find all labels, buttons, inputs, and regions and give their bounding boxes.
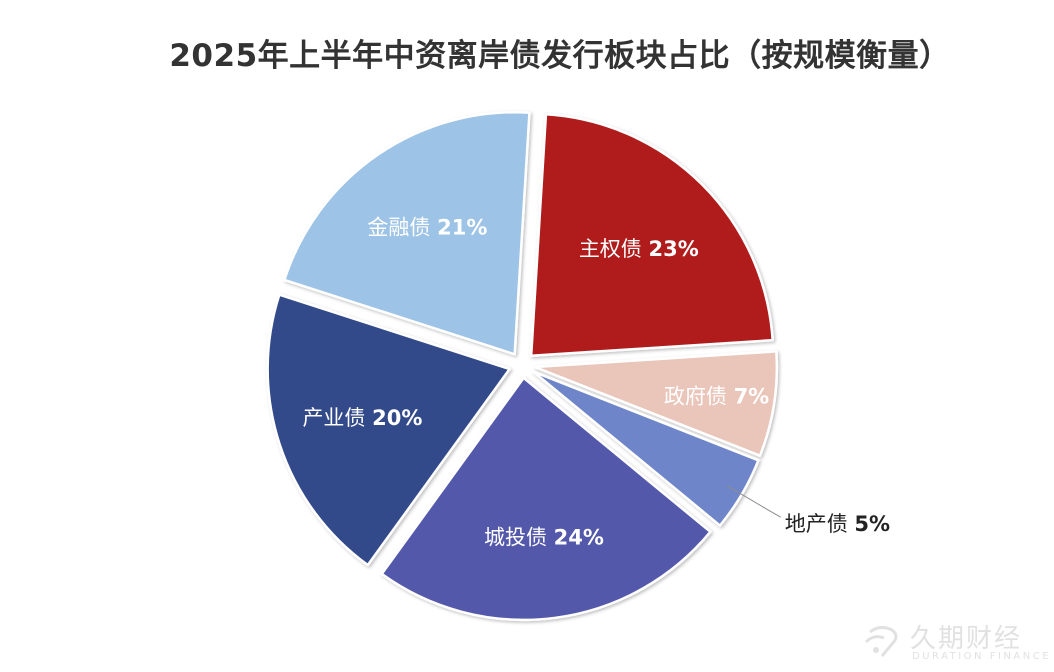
pie-label-1: 主权债 23% (579, 237, 699, 261)
pie-label-value: 5% (854, 512, 890, 536)
watermark-text-cn: 久期财经 (910, 624, 1023, 654)
pie-slices (266, 111, 779, 622)
pie-label-value: 21% (437, 215, 487, 239)
pie-label-value: 7% (734, 384, 770, 408)
pie-label-4: 城投债 24% (484, 525, 604, 549)
duration-finance-logo-icon (864, 625, 898, 657)
pie-label-value: 24% (554, 525, 604, 549)
watermark: 久期财经 DURATION FINANCE (856, 618, 1049, 668)
pie-label-name: 产业债 (302, 406, 372, 430)
pie-leader-lines (726, 485, 781, 518)
pie-slice-1 (529, 112, 774, 358)
pie-label-name: 地产债 (785, 512, 855, 536)
watermark-text-en: DURATION FINANCE (912, 651, 1052, 662)
pie-label-name: 金融债 (367, 215, 437, 239)
leader-line-3 (726, 485, 781, 518)
chart-title: 2025年上半年中资离岸债发行板块占比（按规模衡量） (169, 38, 951, 74)
pie-label-value: 20% (372, 406, 422, 430)
pie-label-5: 产业债 20% (302, 406, 422, 430)
pie-slice-2 (533, 350, 779, 457)
pie-label-name: 城投债 (484, 525, 554, 549)
pie-labels: 主权债 23% 政府债 7% 地产债 5% 城投债 24% 产业债 20% 金融债 21% (302, 215, 890, 549)
pie-label-name: 主权债 (579, 237, 649, 261)
pie-label-name: 政府债 (664, 384, 734, 408)
pie-slice-4 (380, 376, 712, 622)
pie-label-3: 地产债 5% (785, 512, 890, 536)
pie-label-2: 政府债 7% (664, 384, 769, 408)
pie-label-value: 23% (649, 237, 699, 261)
pie-slice-5 (266, 293, 511, 567)
pie-label-6: 金融债 21% (367, 215, 487, 239)
pie-slice-6 (283, 111, 531, 356)
